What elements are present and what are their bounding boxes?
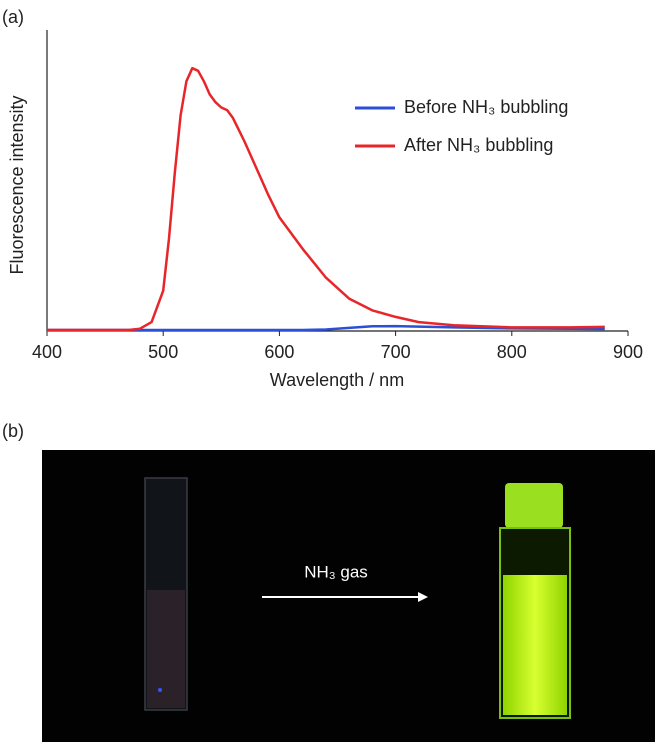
panel-label: (b) bbox=[2, 421, 24, 441]
series-line bbox=[47, 66, 605, 332]
photo-annotation: NH₃ gas bbox=[304, 562, 368, 581]
x-tick-label: 800 bbox=[497, 342, 527, 362]
series-line bbox=[47, 324, 605, 332]
plot: Fluorescence intensity Wavelength / nm bbox=[7, 30, 628, 390]
photo: NH₃ gas bbox=[42, 450, 655, 742]
vial-before-liquid bbox=[147, 590, 185, 708]
legend-label: After NH₃ bubbling bbox=[404, 135, 553, 155]
y-axis-label: Fluorescence intensity bbox=[7, 95, 27, 274]
x-axis-label: Wavelength / nm bbox=[270, 370, 404, 390]
x-tick-label: 400 bbox=[32, 342, 62, 362]
vial-after-cap bbox=[505, 483, 563, 528]
x-tick-label: 600 bbox=[264, 342, 294, 362]
x-tick-label: 500 bbox=[148, 342, 178, 362]
panel-label: (a) bbox=[2, 7, 24, 27]
x-tick-label: 700 bbox=[381, 342, 411, 362]
arrow-head bbox=[418, 592, 428, 602]
vial-after-liquid bbox=[503, 575, 567, 715]
spot bbox=[158, 688, 162, 692]
legend-label: Before NH₃ bubbling bbox=[404, 97, 568, 117]
x-tick-label: 900 bbox=[613, 342, 643, 362]
